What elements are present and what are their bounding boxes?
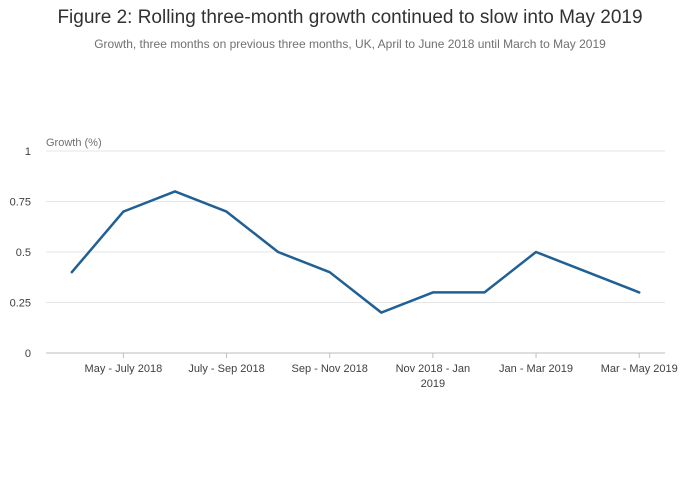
- series-line-0: [70, 190, 641, 314]
- x-axis-ticks: May - July 2018 July - Sep 2018 Sep - Nov …: [85, 353, 678, 390]
- x-tick-label: Sep - Nov 2018: [291, 363, 367, 375]
- y-tick-label: 0: [25, 348, 31, 360]
- y-tick-label: 0.75: [10, 197, 31, 209]
- x-tick-label: July - Sep 2018: [188, 363, 264, 375]
- data-point: [482, 290, 486, 294]
- chart-subtitle: Growth, three months on previous three m…: [94, 37, 606, 51]
- data-point: [534, 250, 538, 254]
- chart-title: Figure 2: Rolling three-month growth con…: [57, 7, 643, 28]
- data-point: [70, 270, 74, 274]
- y-tick-label: 0.25: [10, 298, 31, 310]
- y-axis-ticks: 0 0.25 0.5 0.75 1: [10, 146, 31, 360]
- data-point: [276, 250, 280, 254]
- grid-lines: [46, 150, 665, 354]
- x-tick-label: Mar - May 2019: [601, 363, 678, 375]
- x-tick-label: Jan - Mar 2019: [499, 363, 573, 375]
- data-point: [586, 270, 590, 274]
- data-point: [173, 189, 177, 193]
- data-point: [379, 311, 383, 315]
- data-point: [431, 290, 435, 294]
- y-tick-label: 1: [25, 146, 31, 158]
- x-tick-label: May - July 2018: [85, 363, 163, 375]
- y-tick-label: 0.5: [16, 247, 31, 259]
- series-group: [70, 189, 641, 315]
- x-tick-label: Nov 2018 - Jan 2019: [396, 363, 471, 390]
- data-point: [121, 210, 125, 214]
- data-point: [637, 290, 641, 294]
- data-point: [328, 270, 332, 274]
- data-point: [225, 210, 229, 214]
- y-axis-label: Growth (%): [46, 137, 102, 149]
